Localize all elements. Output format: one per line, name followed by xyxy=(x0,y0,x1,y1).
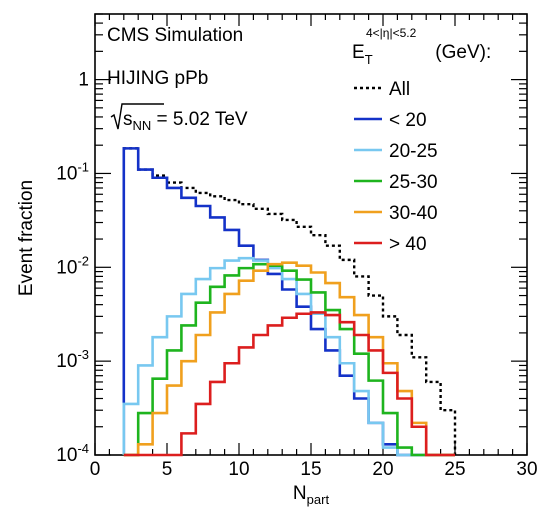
x-tick-label: 20 xyxy=(372,459,393,480)
series-line-1 xyxy=(122,147,455,457)
x-axis-label-main: N xyxy=(293,483,307,504)
legend-label-1: < 20 xyxy=(389,110,427,131)
series-line-3 xyxy=(123,262,455,457)
y-axis-label: Event fraction xyxy=(16,180,37,296)
x-tick-label: 25 xyxy=(444,459,465,480)
x-axis-label-sub: part xyxy=(307,492,330,507)
x-tick-label: 0 xyxy=(90,459,101,480)
x-tick-label: 15 xyxy=(300,459,321,480)
legend-header-sub: T xyxy=(365,52,373,67)
legend-label-0: All xyxy=(389,79,410,100)
legend-label-4: 30-40 xyxy=(389,203,438,224)
energy-value: = 5.02 TeV xyxy=(151,109,248,130)
series-line-0 xyxy=(122,147,457,455)
x-tick-label: 10 xyxy=(228,459,249,480)
plot-frame: 0 5 10 15 20 25 30 10-4 10-3 10-2 10-1 1 xyxy=(56,13,537,480)
legend-label-3: 25-30 xyxy=(389,172,438,193)
series-line-2 xyxy=(122,256,455,457)
series-line-4 xyxy=(123,261,455,457)
legend-header-main: E xyxy=(352,42,365,63)
y-tick-label: 10-4 xyxy=(56,441,89,466)
chart-title: CMS Simulation xyxy=(107,25,243,46)
energy-s: s xyxy=(123,109,133,130)
series-line-5 xyxy=(123,311,455,457)
legend-label-2: 20-25 xyxy=(389,141,438,162)
energy-annotation: sNN = 5.02 TeV xyxy=(110,103,248,133)
generator-annotation: HIJING pPb xyxy=(107,68,208,89)
energy-sub: NN xyxy=(133,118,152,133)
y-tick-label: 10-2 xyxy=(56,253,89,278)
x-tick-label: 5 xyxy=(162,459,173,480)
series-layer xyxy=(122,147,457,457)
y-tick-label: 10-1 xyxy=(56,159,89,184)
svg-text:sNN = 5.02 TeV: sNN = 5.02 TeV xyxy=(123,109,248,133)
legend: ET 4<|η|<5.2 (GeV): All < 20 20-25 25-30 30-4… xyxy=(352,26,491,255)
y-tick-label: 10-3 xyxy=(56,347,89,372)
legend-label-5: > 40 xyxy=(389,234,427,255)
y-tick-label: 1 xyxy=(78,70,89,91)
legend-entries: All < 20 20-25 25-30 30-40 > 40 xyxy=(354,79,438,255)
x-axis-label: Npart xyxy=(293,483,330,507)
legend-header: ET 4<|η|<5.2 (GeV): xyxy=(352,26,491,67)
legend-header-unit: (GeV): xyxy=(430,42,491,63)
x-tick-label: 30 xyxy=(516,459,537,480)
legend-header-sup: 4<|η|<5.2 xyxy=(366,26,417,40)
